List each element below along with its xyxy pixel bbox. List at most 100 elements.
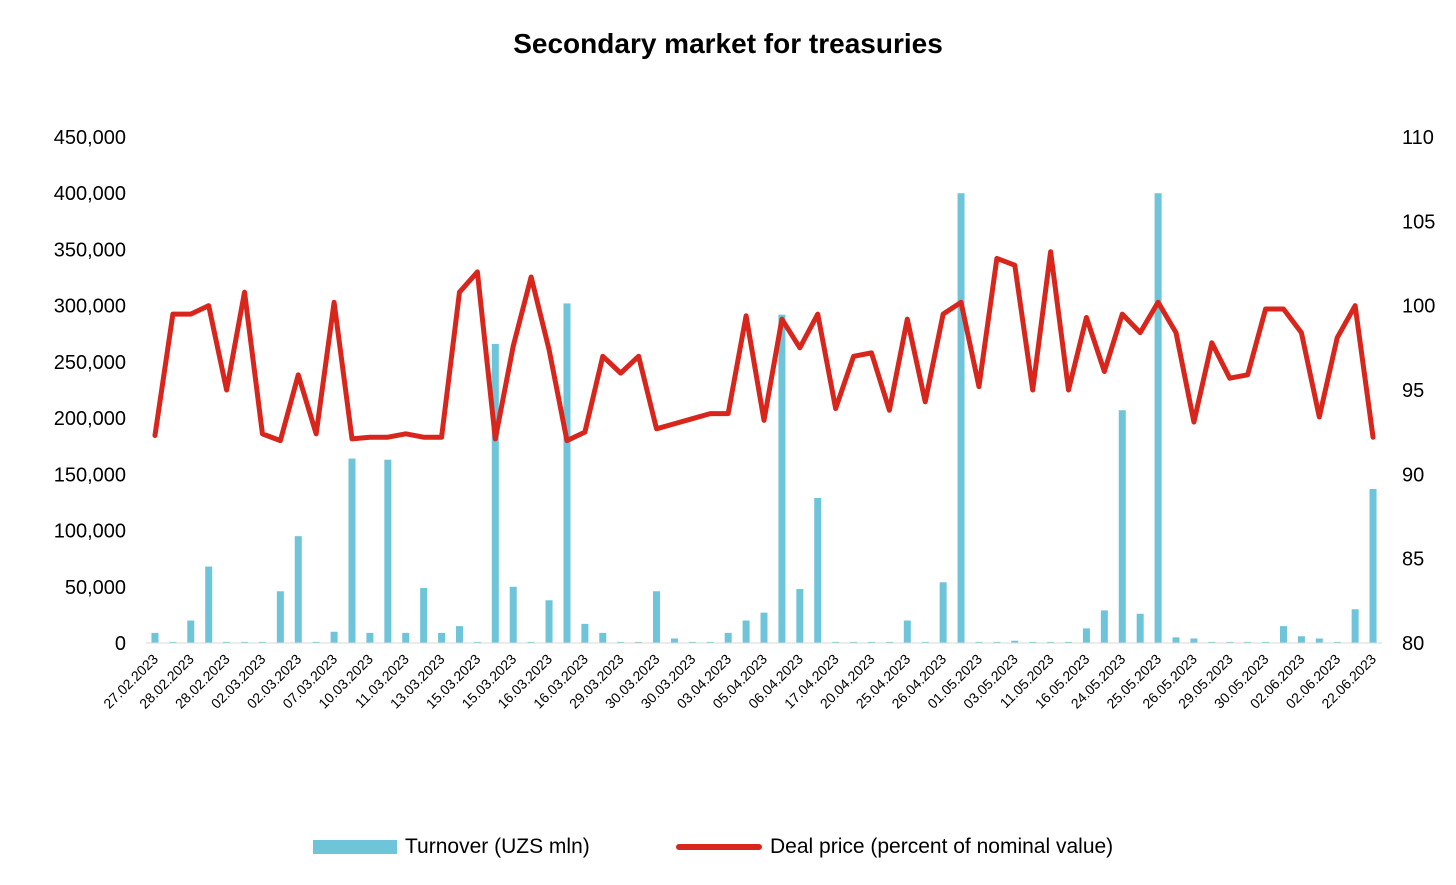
legend-bar-swatch bbox=[313, 840, 397, 854]
x-axis-ticks: 27.02.202328.02.202328.02.202302.03.2023… bbox=[100, 651, 1379, 712]
turnover-bar bbox=[455, 626, 463, 643]
turnover-bar bbox=[223, 641, 231, 643]
left-axis-tick-label: 150,000 bbox=[54, 464, 126, 486]
legend: Turnover (UZS mln) Deal price (percent o… bbox=[0, 830, 1456, 864]
turnover-bar bbox=[420, 587, 428, 643]
turnover-bar bbox=[903, 620, 911, 643]
turnover-bar bbox=[473, 641, 481, 643]
left-axis-tick-label: 450,000 bbox=[54, 127, 126, 149]
turnover-bar bbox=[1351, 609, 1359, 643]
left-axis-tick-label: 350,000 bbox=[54, 239, 126, 261]
turnover-bar bbox=[921, 641, 929, 643]
turnover-bar bbox=[366, 632, 374, 643]
left-axis-tick-label: 250,000 bbox=[54, 352, 126, 374]
legend-label-deal-price: Deal price (percent of nominal value) bbox=[770, 835, 1114, 858]
right-axis-tick-label: 80 bbox=[1402, 633, 1424, 655]
turnover-bar bbox=[563, 303, 571, 643]
turnover-bar bbox=[241, 641, 249, 643]
turnover-bar bbox=[402, 632, 410, 643]
turnover-bar bbox=[706, 641, 714, 643]
left-axis-tick-label: 400,000 bbox=[54, 183, 126, 205]
right-axis-tick-label: 110 bbox=[1402, 127, 1434, 149]
turnover-bar bbox=[509, 586, 517, 643]
turnover-bar bbox=[1333, 641, 1341, 643]
turnover-bar bbox=[635, 641, 643, 643]
turnover-bar bbox=[1244, 641, 1252, 643]
right-axis-tick-label: 100 bbox=[1402, 296, 1435, 318]
turnover-bar bbox=[169, 641, 177, 643]
plot-area bbox=[146, 193, 1382, 644]
turnover-bar bbox=[151, 632, 159, 643]
turnover-bar bbox=[276, 591, 284, 643]
turnover-bar bbox=[957, 193, 965, 643]
right-axis-tick-label: 105 bbox=[1402, 211, 1435, 233]
left-axis-tick-label: 300,000 bbox=[54, 296, 126, 318]
left-axis-tick-label: 100,000 bbox=[54, 521, 126, 543]
turnover-bar bbox=[187, 620, 195, 643]
deal-price-line bbox=[152, 249, 1376, 444]
turnover-bar bbox=[1082, 628, 1090, 643]
turnover-bar bbox=[1297, 636, 1305, 643]
turnover-bar bbox=[975, 641, 983, 643]
turnover-bar bbox=[1262, 641, 1270, 643]
turnover-bar bbox=[1172, 637, 1180, 643]
turnover-bar bbox=[670, 638, 678, 643]
turnover-bar bbox=[1029, 641, 1037, 643]
turnover-bar bbox=[581, 623, 589, 643]
left-axis-ticks: 0 50,000 100,000 150,000 200,000 250,000 300,0… bbox=[54, 127, 126, 655]
turnover-bar bbox=[885, 641, 893, 643]
chart-title: Secondary market for treasuries bbox=[513, 28, 943, 59]
turnover-bar bbox=[832, 641, 840, 643]
right-axis-tick-label: 95 bbox=[1402, 380, 1424, 402]
turnover-bar bbox=[617, 641, 625, 643]
turnover-bar bbox=[724, 632, 732, 643]
left-axis-tick-label: 0 bbox=[115, 633, 126, 655]
turnover-bar bbox=[850, 641, 858, 643]
turnover-bar bbox=[1118, 410, 1126, 643]
turnover-bar bbox=[599, 632, 607, 643]
turnover-bars bbox=[151, 193, 1377, 643]
right-axis-tick-label: 85 bbox=[1402, 549, 1424, 571]
turnover-bar bbox=[653, 591, 661, 643]
turnover-bar bbox=[527, 641, 535, 643]
turnover-bar bbox=[688, 641, 696, 643]
turnover-bar bbox=[867, 641, 875, 643]
turnover-bar bbox=[1136, 613, 1144, 643]
turnover-bar bbox=[814, 497, 822, 643]
legend-line-swatch bbox=[676, 844, 762, 850]
turnover-bar bbox=[438, 632, 446, 643]
turnover-bar bbox=[1065, 641, 1073, 643]
turnover-bar bbox=[205, 566, 213, 643]
turnover-bar bbox=[384, 459, 392, 643]
turnover-bar bbox=[1208, 641, 1216, 643]
turnover-bar bbox=[491, 343, 499, 643]
turnover-bar bbox=[1279, 626, 1287, 643]
legend-item-turnover: Turnover (UZS mln) bbox=[313, 830, 590, 864]
turnover-bar bbox=[1047, 641, 1055, 643]
turnover-bar bbox=[742, 620, 750, 643]
turnover-bar bbox=[939, 582, 947, 643]
turnover-bar bbox=[1226, 641, 1234, 643]
right-axis-ticks: 80 85 90 95 100 105 110 bbox=[1402, 127, 1435, 655]
turnover-bar bbox=[1011, 640, 1019, 643]
turnover-bar bbox=[1100, 610, 1108, 643]
legend-label-turnover: Turnover (UZS mln) bbox=[405, 835, 590, 858]
turnover-bar bbox=[993, 641, 1001, 643]
turnover-bar bbox=[778, 314, 786, 643]
turnover-bar bbox=[1154, 193, 1162, 643]
turnover-bar bbox=[258, 641, 266, 643]
turnover-bar bbox=[312, 641, 320, 643]
right-axis-tick-label: 90 bbox=[1402, 464, 1424, 486]
turnover-bar bbox=[1369, 488, 1377, 643]
turnover-bar bbox=[1190, 638, 1198, 643]
left-axis-tick-label: 50,000 bbox=[65, 577, 126, 599]
left-axis-tick-label: 200,000 bbox=[54, 408, 126, 430]
turnover-bar bbox=[796, 589, 804, 643]
turnover-bar bbox=[348, 458, 356, 643]
turnover-bar bbox=[1315, 638, 1323, 643]
turnover-bar bbox=[330, 631, 338, 643]
turnover-bar bbox=[545, 600, 553, 643]
turnover-bar bbox=[760, 612, 768, 643]
legend-item-deal-price: Deal price (percent of nominal value) bbox=[676, 830, 1113, 864]
